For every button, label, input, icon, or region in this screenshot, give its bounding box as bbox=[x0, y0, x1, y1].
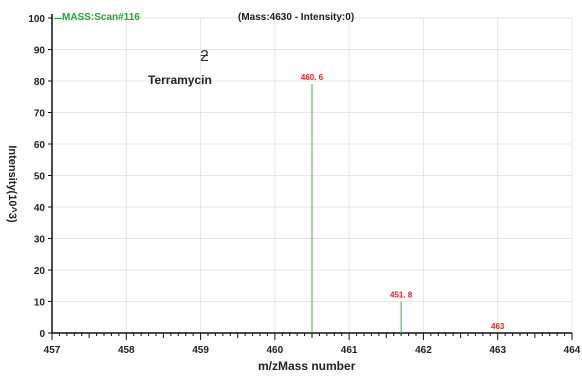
y-tick-label: 60 bbox=[34, 140, 46, 151]
peak-label: 460. 6 bbox=[301, 73, 324, 82]
x-tick-label: 457 bbox=[44, 345, 61, 356]
x-tick-label: 462 bbox=[415, 345, 432, 356]
mass-intensity-readout: (Mass:4630 - Intensity:0) bbox=[238, 12, 355, 23]
y-tick-label: 10 bbox=[34, 298, 46, 309]
x-tick-label: 463 bbox=[489, 345, 506, 356]
peak-label: 463 bbox=[491, 322, 505, 331]
x-axis-label: m/zMass number bbox=[258, 359, 356, 373]
y-tick-label: 100 bbox=[28, 14, 45, 25]
y-tick-label: 70 bbox=[34, 109, 46, 120]
y-tick-label: 40 bbox=[34, 203, 46, 214]
x-tick-label: 461 bbox=[341, 345, 358, 356]
x-tick-label: 458 bbox=[118, 345, 135, 356]
y-tick-label: 80 bbox=[34, 77, 46, 88]
y-tick-label: 90 bbox=[34, 46, 46, 57]
scan-label: MASS:Scan#116 bbox=[54, 12, 140, 23]
x-tick-label: 460 bbox=[267, 345, 284, 356]
y-axis-label: Intensity(10^3) bbox=[6, 145, 18, 223]
y-tick-label: 0 bbox=[39, 329, 45, 340]
compound-glyph: ƻ bbox=[200, 48, 209, 65]
compound-name: Terramycin bbox=[148, 73, 212, 87]
peak-label: 451. 8 bbox=[390, 291, 413, 300]
y-tick-label: 20 bbox=[34, 266, 46, 277]
x-tick-label: 464 bbox=[564, 345, 581, 356]
y-tick-label: 30 bbox=[34, 235, 46, 246]
x-tick-label: 459 bbox=[192, 345, 209, 356]
y-tick-label: 50 bbox=[34, 172, 46, 183]
